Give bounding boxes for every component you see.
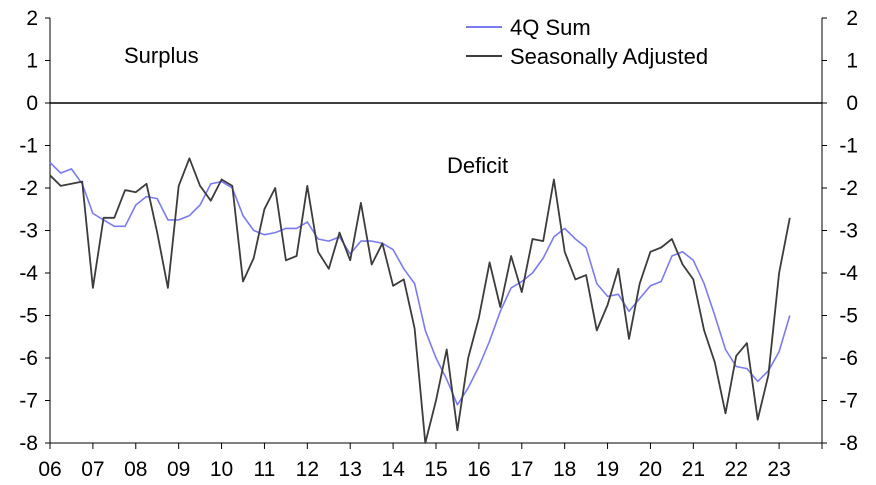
x-tick-label: 07 [81,458,104,481]
series-line-seasonally-adjusted [49,157,791,444]
series-line-4q-sum [49,161,791,406]
y-tick-label-right: -1 [839,135,858,158]
y-tick-label-right: -2 [839,177,858,200]
y-tick-label-left: -1 [19,135,38,158]
y-tick-label-right: -4 [839,262,858,285]
x-tick-label: 06 [38,458,61,481]
x-tick-label: 10 [210,458,233,481]
y-tick-label-right: -8 [839,432,858,455]
y-tick-label-right: -6 [839,347,858,370]
y-tick-label-left: 0 [26,92,38,115]
deficit-annotation: Deficit [447,153,508,178]
y-tick-label-right: 1 [846,50,858,73]
x-tick-label: 09 [167,458,190,481]
x-tick-label: 08 [124,458,147,481]
x-tick-label: 21 [682,458,705,481]
y-tick-label-left: -4 [19,262,38,285]
y-tick-label-left: 2 [26,7,38,30]
y-tick-label-left: -5 [19,305,38,328]
x-tick-label: 22 [725,458,748,481]
x-tick-label: 12 [296,458,319,481]
y-tick-label-right: -5 [839,305,858,328]
legend-label-seasonally-adjusted: Seasonally Adjusted [510,44,708,69]
x-tick-label: 19 [596,458,619,481]
y-tick-label-left: -6 [19,347,38,370]
y-tick-label-left: -8 [19,432,38,455]
x-tick-label: 17 [510,458,533,481]
series-layer [49,157,791,444]
y-tick-label-left: -3 [19,220,38,243]
axes-layer: 210-1-2-3-4-5-6-7-8210-1-2-3-4-5-6-7-806… [19,7,858,481]
x-tick-label: 20 [639,458,662,481]
x-tick-label: 16 [467,458,490,481]
y-tick-label-right: 0 [846,92,858,115]
legend: 4Q Sum Seasonally Adjusted [466,15,708,69]
y-tick-label-right: 2 [846,7,858,30]
x-tick-label: 11 [254,458,276,481]
y-tick-label-left: -7 [19,390,38,413]
legend-label-4q-sum: 4Q Sum [510,15,591,40]
y-tick-label-left: -2 [19,177,38,200]
x-tick-label: 18 [553,458,576,481]
y-tick-label-right: -7 [839,390,858,413]
surplus-annotation: Surplus [124,43,199,68]
x-tick-label: 23 [767,458,790,481]
x-tick-label: 14 [381,458,405,481]
x-tick-label: 15 [424,458,447,481]
y-tick-label-right: -3 [839,220,858,243]
y-tick-label-left: 1 [26,50,38,73]
x-tick-label: 13 [339,458,362,481]
